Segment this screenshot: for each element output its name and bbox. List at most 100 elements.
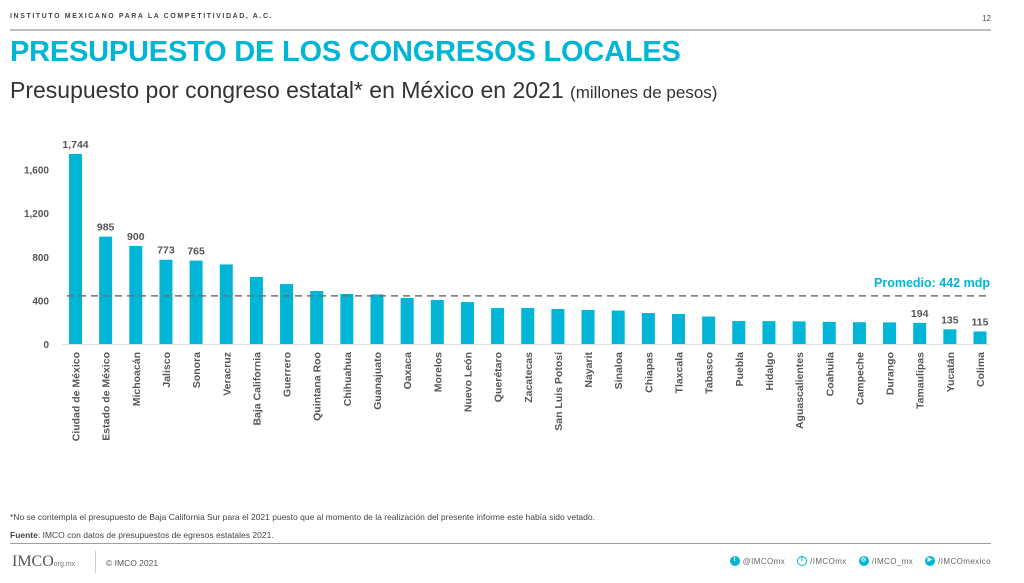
data-label: 135 (941, 314, 959, 326)
footer-divider (10, 543, 991, 544)
x-tick-label: Ciudad de México (71, 352, 83, 441)
x-tick-label: Hidalgo (764, 352, 776, 391)
x-tick-label: Puebla (734, 352, 746, 387)
x-tick-label: Colima (975, 352, 987, 387)
x-tick-label: Veracruz (221, 352, 233, 396)
data-label: 115 (972, 316, 989, 328)
y-tick-label: 0 (43, 340, 49, 351)
bar-chiapas (641, 313, 655, 344)
x-tick-label: Yucatán (945, 352, 957, 392)
subtitle-text: Presupuesto por congreso estatal* en Méx… (10, 77, 564, 103)
x-tick-label: Tamaulipas (915, 352, 927, 409)
logo-domain: org.mx (53, 561, 76, 568)
bar-zacatecas (521, 308, 535, 344)
bar-tabasco (702, 316, 716, 344)
bar-campeche (852, 322, 866, 344)
imco-logo[interactable]: IMCOorg.mx (12, 553, 75, 571)
bar-chihuahua (340, 293, 354, 344)
bar-michoac-n (129, 245, 143, 344)
social-link-twitter[interactable]: t @IMCOmx (729, 556, 786, 566)
x-tick-label: Michoacán (131, 352, 143, 406)
data-label: 985 (97, 222, 115, 234)
social-handle: /IMCO_mx (871, 556, 914, 566)
facebook-icon: f (797, 556, 808, 566)
bar-guerrero (280, 284, 294, 344)
data-label: 1,744 (62, 139, 88, 151)
bar-sinaloa (611, 310, 625, 344)
x-tick-label: Baja California (251, 352, 263, 426)
x-tick-label: San Luis Potosí (553, 351, 565, 431)
youtube-icon: ▶ (925, 556, 936, 566)
x-tick-label: Chihuahua (342, 352, 354, 406)
instagram-icon: ◎ (858, 556, 869, 566)
data-label: 765 (187, 246, 205, 258)
data-label: 773 (157, 245, 175, 257)
x-tick-label: Querétaro (493, 352, 505, 402)
source-text: : IMCO con datos de presupuestos de egre… (37, 530, 274, 540)
bar-durango (883, 322, 897, 344)
x-tick-label: Tabasco (704, 352, 716, 394)
logo-text: IMCO (12, 553, 54, 570)
x-tick-label: Durango (885, 352, 897, 395)
x-tick-label: Nuevo León (462, 352, 474, 412)
y-tick-label: 800 (32, 253, 49, 264)
social-link-instagram[interactable]: ◎/IMCO_mx (858, 556, 914, 566)
social-link-youtube[interactable]: ▶/IMCOmexico (925, 556, 991, 566)
bar-guanajuato (370, 294, 384, 344)
social-handle: /IMCOmx (810, 556, 847, 566)
bar-estado-de-m-xico (99, 236, 113, 344)
subtitle-unit: (millones de pesos) (570, 83, 718, 102)
bar-coahuila (822, 321, 836, 344)
bar-baja-california (249, 276, 263, 344)
average-label: Promedio: 442 mdp (874, 276, 990, 290)
bar-quer-taro (491, 308, 505, 344)
x-tick-label: Guanajuato (372, 352, 384, 410)
social-handle: @IMCOmx (742, 556, 786, 566)
organization-name: INSTITUTO MEXICANO PARA LA COMPETITIVIDA… (10, 13, 274, 20)
x-tick-label: Guerrero (282, 352, 294, 397)
x-tick-label: Chiapas (643, 352, 655, 393)
copyright: © IMCO 2021 (106, 558, 159, 568)
bar-colima (973, 331, 987, 344)
x-tick-label: Estado de México (101, 352, 113, 441)
page-number: 12 (982, 14, 991, 23)
social-links: t @IMCOmx f/IMCOmx ◎/IMCO_mx ▶/IMCOmexico (729, 556, 991, 566)
x-tick-label: Nayarit (583, 352, 595, 388)
page-title: PRESUPUESTO DE LOS CONGRESOS LOCALES (10, 36, 681, 68)
bar-aguascalientes (792, 321, 806, 344)
x-tick-label: Campeche (854, 352, 866, 405)
social-handle: /IMCOmexico (938, 556, 991, 566)
bar-morelos (430, 299, 444, 344)
social-link-facebook[interactable]: f/IMCOmx (797, 556, 847, 566)
bar-quintana-roo (310, 291, 324, 344)
x-tick-label: Aguascalientes (794, 352, 806, 429)
chart-subtitle: Presupuesto por congreso estatal* en Méx… (10, 77, 717, 104)
bar-puebla (732, 321, 746, 344)
x-tick-label: Oaxaca (402, 352, 414, 390)
x-tick-label: Zacatecas (523, 352, 535, 403)
bar-chart: 0 400 800 1,200 1,600 1,744 Ciudad de México 98… (24, 139, 990, 441)
data-label: 194 (911, 308, 929, 320)
source-note: Fuente: IMCO con datos de presupuestos d… (10, 530, 274, 540)
bar-veracruz (219, 264, 233, 344)
x-tick-label: Sinaloa (613, 352, 625, 390)
bar-jalisco (159, 259, 173, 344)
bar-san-luis-potos- (551, 309, 565, 344)
x-tick-label: Jalisco (161, 352, 173, 388)
footer-separator (95, 551, 96, 573)
bar-nuevo-le-n (460, 302, 474, 344)
twitter-icon: t (729, 556, 740, 566)
x-tick-label: Coahuila (824, 352, 836, 396)
bar-tlaxcala (672, 314, 685, 344)
y-tick-label: 1,200 (24, 209, 49, 220)
source-label: Fuente (10, 530, 38, 540)
data-label: 900 (127, 231, 145, 243)
y-tick-label: 1,600 (24, 166, 49, 177)
x-tick-label: Tlaxcala (674, 352, 686, 394)
bar-ciudad-de-m-xico (69, 153, 82, 344)
bar-yucat-n (943, 329, 957, 344)
x-tick-label: Sonora (191, 352, 203, 388)
bar-hidalgo (762, 321, 776, 344)
x-tick-label: Quintana Roo (312, 352, 324, 421)
x-tick-label: Morelos (432, 352, 444, 392)
